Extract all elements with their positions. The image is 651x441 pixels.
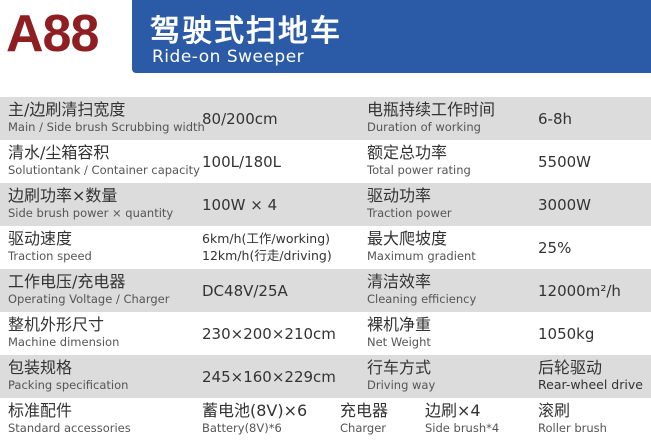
spec-label-cn: 清水/尘箱容积 xyxy=(8,143,110,162)
spec-row: 清水/尘箱容积 Solutiontank / Container capacity… xyxy=(0,140,651,183)
spec-row: 边刷功率×数量 Side brush power × quantity 100W … xyxy=(0,183,651,226)
value-line: 12km/h(行走/driving) xyxy=(202,248,332,263)
label-cn: 标准配件 xyxy=(8,401,73,420)
accessory-en: Roller brush xyxy=(538,421,607,435)
spec-label-en: Total power rating xyxy=(367,163,471,177)
accessory-en: Side brush*4 xyxy=(425,421,500,435)
spec-label-en: Cleaning efficiency xyxy=(367,292,477,306)
spec-label-en: Packing specification xyxy=(8,378,129,392)
spec-row: 整机外形尺寸 Machine dimension 230×200×210cm 裸机… xyxy=(0,312,651,355)
spec-label-en: Net Weight xyxy=(367,335,431,349)
accessories-row: 标准配件 Standard accessories 蓄电池(8V)×6 Batter… xyxy=(0,398,651,441)
spec-value: 6km/h(工作/working) 12km/h(行走/driving) xyxy=(202,230,332,264)
accessory-cn: 蓄电池(8V)×6 xyxy=(202,401,308,420)
spec-row: 工作电压/充电器 Operating Voltage / Charger DC48… xyxy=(0,269,651,312)
spec-label-en: Operating Voltage / Charger xyxy=(8,292,170,306)
spec-label-en: Solutiontank / Container capacity xyxy=(8,163,200,177)
spec-value: 230×200×210cm xyxy=(202,325,336,343)
title-en: Ride-on Sweeper xyxy=(152,47,305,67)
spec-label-cn: 驱动速度 xyxy=(8,229,73,248)
spec-label-cn: 裸机净重 xyxy=(367,315,432,334)
spec-label-cn: 整机外形尺寸 xyxy=(8,315,105,334)
spec-label-en: Traction speed xyxy=(8,249,92,263)
label-en: Standard accessories xyxy=(8,421,131,435)
title-cn: 驾驶式扫地车 xyxy=(150,14,342,49)
accessory-en: Battery(8V)*6 xyxy=(202,421,282,435)
spec-value: 5500W xyxy=(538,153,592,171)
spec-label-cn: 清洁效率 xyxy=(367,272,432,291)
spec-label-en: Driving way xyxy=(367,378,436,392)
accessory-cn: 边刷×4 xyxy=(425,401,481,420)
spec-value-en: Rear-wheel drive xyxy=(538,377,643,392)
spec-value: 3000W xyxy=(538,196,592,214)
spec-label-cn: 驱动功率 xyxy=(367,186,432,205)
spec-label-en: Maximum gradient xyxy=(367,249,476,263)
accessory-cn: 充电器 xyxy=(340,401,389,420)
spec-label-cn: 额定总功率 xyxy=(367,143,448,162)
spec-row: 主/边刷清扫宽度 Main / Side brush Scrubbing widt… xyxy=(0,97,651,140)
spec-label-cn: 主/边刷清扫宽度 xyxy=(8,100,126,119)
spec-label-cn: 行车方式 xyxy=(367,358,432,377)
spec-value: 100L/180L xyxy=(202,153,282,171)
spec-label-cn: 边刷功率×数量 xyxy=(8,186,118,205)
spec-label-en: Duration of working xyxy=(367,120,481,134)
title-banner: 驾驶式扫地车 Ride-on Sweeper xyxy=(132,0,651,73)
spec-value: 100W × 4 xyxy=(202,196,278,214)
spec-value: 12000m²/h xyxy=(538,282,621,300)
model-number: A88 xyxy=(6,5,99,63)
spec-label-cn: 最大爬坡度 xyxy=(367,229,448,248)
spec-label-en: Main / Side brush Scrubbing width xyxy=(8,120,205,134)
value-line: 6km/h(工作/working) xyxy=(202,231,331,246)
spec-label-cn: 工作电压/充电器 xyxy=(8,272,126,291)
accessory-en: Charger xyxy=(340,421,386,435)
spec-value: 1050kg xyxy=(538,325,595,343)
spec-label-en: Machine dimension xyxy=(8,335,120,349)
spec-label-cn: 包装规格 xyxy=(8,358,73,377)
spec-value: 6-8h xyxy=(538,110,573,128)
spec-value: 25% xyxy=(538,239,572,257)
spec-value-cn: 后轮驱动 xyxy=(538,358,603,377)
spec-value: 245×160×229cm xyxy=(202,368,336,386)
spec-value: 80/200cm xyxy=(202,110,278,128)
accessory-cn: 滚刷 xyxy=(538,401,571,420)
spec-label-en: Traction power xyxy=(367,206,452,220)
spec-value: DC48V/25A xyxy=(202,282,288,300)
spec-row: 驱动速度 Traction speed 6km/h(工作/working) 12km… xyxy=(0,226,651,269)
spec-label-cn: 电瓶持续工作时间 xyxy=(367,100,496,119)
spec-label-en: Side brush power × quantity xyxy=(8,206,174,220)
spec-row: 包装规格 Packing specification 245×160×229cm … xyxy=(0,355,651,398)
